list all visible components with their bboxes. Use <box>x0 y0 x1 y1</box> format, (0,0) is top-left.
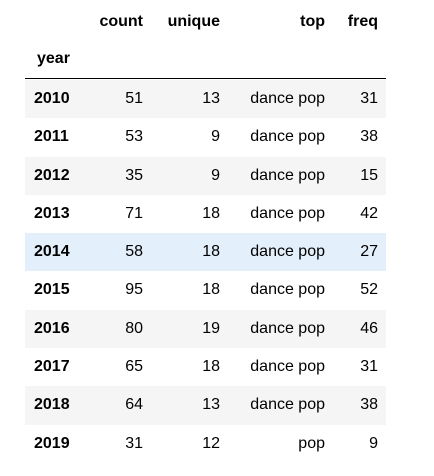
cell-count: 65 <box>125 358 143 376</box>
table-row: 2011 53 9 dance pop 38 <box>25 118 386 157</box>
cell-count: 31 <box>125 434 143 452</box>
cell-count: 51 <box>125 90 143 107</box>
cell-freq: 31 <box>360 358 378 376</box>
cell-unique: 18 <box>202 358 220 376</box>
row-index-year: 2015 <box>34 281 70 299</box>
row-index-year: 2016 <box>34 319 70 337</box>
cell-top: dance pop <box>250 243 325 261</box>
cell-unique: 12 <box>202 434 220 452</box>
column-header-unique: unique <box>167 13 220 30</box>
table-body: 2010 51 13 dance pop 31 2011 53 9 dance pop 38 201… <box>25 80 386 463</box>
cell-freq: 38 <box>360 128 378 146</box>
column-header-count: count <box>99 13 143 30</box>
cell-unique: 18 <box>202 204 220 222</box>
cell-freq: 31 <box>360 90 378 107</box>
row-index-year: 2010 <box>34 90 70 107</box>
cell-freq: 27 <box>360 243 378 261</box>
row-index-year: 2011 <box>34 128 69 146</box>
row-index-year: 2012 <box>34 166 70 184</box>
cell-top: dance pop <box>250 128 325 146</box>
row-index-year: 2019 <box>34 434 70 452</box>
table-row: 2018 64 13 dance pop 38 <box>25 386 386 425</box>
cell-top: dance pop <box>250 358 325 376</box>
cell-top: dance pop <box>250 281 325 299</box>
row-index-year: 2017 <box>34 358 70 376</box>
cell-freq: 46 <box>360 319 378 337</box>
column-header-freq: freq <box>347 13 378 30</box>
cell-unique: 9 <box>211 128 220 146</box>
dataframe-table: count unique top freq year 2010 51 13 dance… <box>25 0 386 463</box>
column-header-row: count unique top freq <box>25 0 386 38</box>
cell-freq: 15 <box>360 166 378 184</box>
cell-top: dance pop <box>250 204 325 222</box>
cell-count: 64 <box>125 396 143 414</box>
table-row: 2012 35 9 dance pop 15 <box>25 156 386 195</box>
column-header-top: top <box>300 13 325 30</box>
row-index-year: 2013 <box>34 204 70 222</box>
table-row: 2015 95 18 dance pop 52 <box>25 271 386 310</box>
cell-unique: 9 <box>211 166 220 184</box>
cell-top: dance pop <box>250 319 325 337</box>
table-row: 2014 58 18 dance pop 27 <box>25 233 386 272</box>
cell-count: 53 <box>125 128 143 146</box>
row-index-year: 2014 <box>34 243 70 261</box>
cell-count: 58 <box>125 243 143 261</box>
cell-freq: 52 <box>360 281 378 299</box>
cell-top: pop <box>298 434 325 452</box>
cell-count: 80 <box>125 319 143 337</box>
table-row: 2019 31 12 pop 9 <box>25 424 386 463</box>
cell-unique: 18 <box>202 281 220 299</box>
table-row: 2010 51 13 dance pop 31 <box>25 80 386 119</box>
cell-freq: 9 <box>369 434 378 452</box>
cell-unique: 19 <box>202 319 220 337</box>
table-row: 2016 80 19 dance pop 46 <box>25 309 386 349</box>
index-header-row: year <box>25 38 386 79</box>
index-name-year: year <box>37 50 70 67</box>
cell-top: dance pop <box>250 90 325 107</box>
cell-count: 71 <box>125 204 143 222</box>
cell-unique: 18 <box>202 243 220 261</box>
cell-unique: 13 <box>202 396 220 414</box>
cell-top: dance pop <box>250 396 325 414</box>
cell-unique: 13 <box>202 90 220 107</box>
row-index-year: 2018 <box>34 396 70 414</box>
cell-count: 35 <box>125 166 143 184</box>
cell-count: 95 <box>125 281 143 299</box>
table-row: 2017 65 18 dance pop 31 <box>25 348 386 387</box>
cell-freq: 42 <box>360 204 378 222</box>
table-row: 2013 71 18 dance pop 42 <box>25 194 386 234</box>
cell-top: dance pop <box>250 166 325 184</box>
cell-freq: 38 <box>360 396 378 414</box>
